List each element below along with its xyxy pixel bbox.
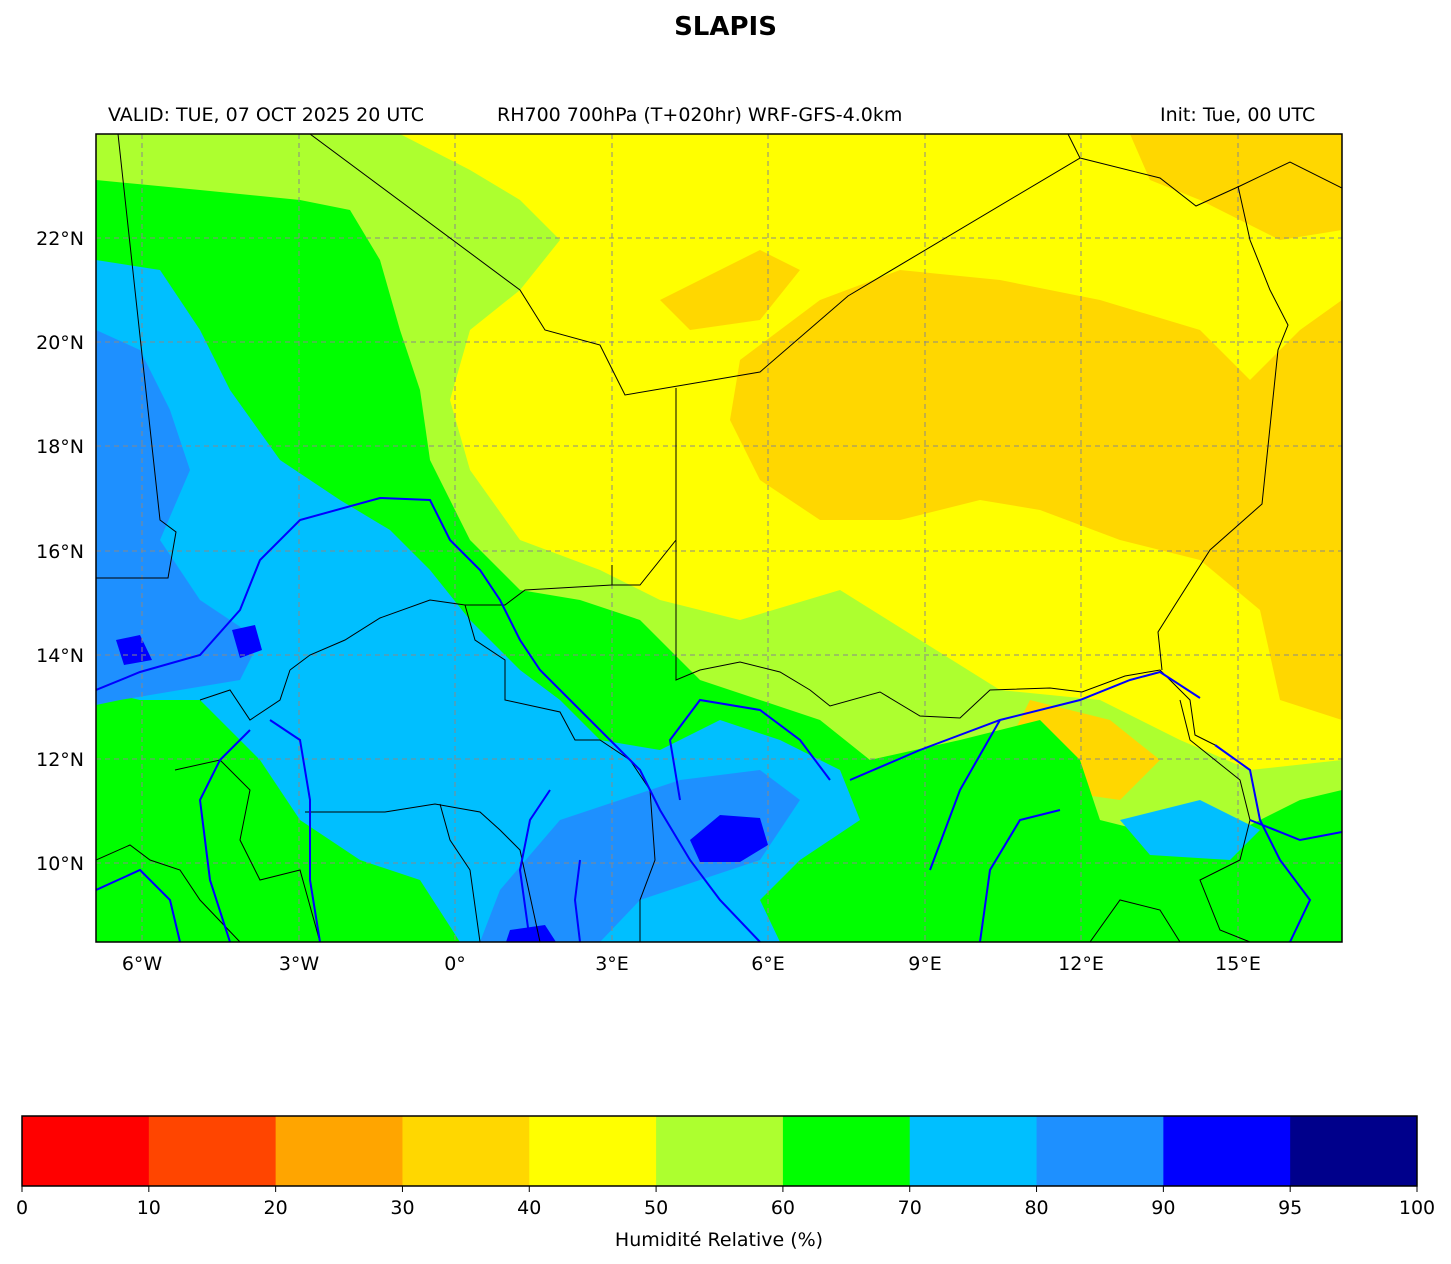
colorbar-swatch: [1036, 1116, 1164, 1186]
field-90-95-core: [690, 815, 768, 862]
valid-time-label: VALID: TUE, 07 OCT 2025 20 UTC: [108, 104, 424, 126]
field-80-90-west: [96, 330, 260, 705]
colorbar-tick-label: 30: [390, 1197, 414, 1219]
colorbar-swatch: [148, 1116, 277, 1186]
field-30-40-central: [660, 250, 800, 330]
field-70-80: [96, 260, 860, 942]
lon-tick-label: 9°E: [908, 953, 942, 975]
colorbar-swatch: [1163, 1116, 1291, 1186]
lon-tick-label: 12°E: [1058, 953, 1104, 975]
colorbar-tick-label: 80: [1024, 1197, 1048, 1219]
lon-tick-label: 0°: [444, 953, 466, 975]
lon-tick-label: 15°E: [1215, 953, 1261, 975]
colorbar-swatch: [529, 1116, 657, 1186]
lat-tick-label: 10°N: [36, 853, 84, 875]
colorbar-tick-label: 60: [771, 1197, 795, 1219]
humidity-field: [96, 134, 1342, 942]
colorbar-tick-label: 10: [137, 1197, 161, 1219]
colorbar-tick-label: 40: [517, 1197, 541, 1219]
field-30-40-north: [1130, 134, 1342, 240]
map-frame: [95, 133, 1343, 943]
lat-tick-label: 16°N: [36, 541, 84, 563]
colorbar-tick-label: 20: [264, 1197, 288, 1219]
colorbar: 0 10 20 30 40 50 60 70 80 90 95 100: [16, 1115, 1435, 1219]
colorbar-swatch: [22, 1116, 150, 1186]
colorbar-swatch: [275, 1116, 403, 1186]
lon-tick-label: 3°E: [595, 953, 629, 975]
init-time-label: Init: Tue, 00 UTC: [1160, 104, 1316, 126]
lon-tick-label: 3°W: [279, 953, 320, 975]
colorbar-frame: [21, 1115, 1418, 1187]
lat-tick-label: 22°N: [36, 228, 84, 250]
field-30-40-east: [730, 270, 1342, 720]
colorbar-tick-label: 90: [1151, 1197, 1175, 1219]
field-90-95-west2: [116, 635, 152, 665]
colorbar-tick-label: 0: [16, 1197, 28, 1219]
colorbar-swatch: [909, 1116, 1038, 1186]
colorbar-swatch: [782, 1116, 911, 1186]
map-title: SLAPIS: [674, 12, 777, 42]
lon-tick-label: 6°E: [751, 953, 785, 975]
lat-tick-label: 12°N: [36, 749, 84, 771]
colorbar-tick-label: 100: [1399, 1197, 1435, 1219]
colorbar-tick-label: 95: [1278, 1197, 1302, 1219]
gridlines: [96, 134, 1342, 942]
colorbar-title: Humidité Relative (%): [615, 1229, 823, 1251]
colorbar-tick-label: 50: [644, 1197, 668, 1219]
rivers: [96, 496, 1342, 942]
field-90-95-west: [232, 625, 262, 658]
field-80-90-south: [480, 770, 800, 942]
colorbar-swatch: [656, 1116, 784, 1186]
lat-tick-label: 14°N: [36, 645, 84, 667]
colorbar-swatch: [402, 1116, 530, 1186]
lat-tick-label: 20°N: [36, 332, 84, 354]
product-label: RH700 700hPa (T+020hr) WRF-GFS-4.0km: [497, 104, 903, 126]
lon-tick-label: 6°W: [122, 953, 163, 975]
lon-tick-labels: 6°W 3°W 0° 3°E 6°E 9°E 12°E 15°E: [122, 953, 1261, 975]
field-90-95-south: [506, 925, 556, 942]
colorbar-swatch: [1290, 1116, 1418, 1186]
field-70-80-east: [1120, 800, 1260, 860]
lat-tick-label: 18°N: [36, 436, 84, 458]
lat-tick-labels: 22°N 20°N 18°N 16°N 14°N 12°N 10°N: [36, 228, 84, 875]
colorbar-tick-label: 70: [898, 1197, 922, 1219]
